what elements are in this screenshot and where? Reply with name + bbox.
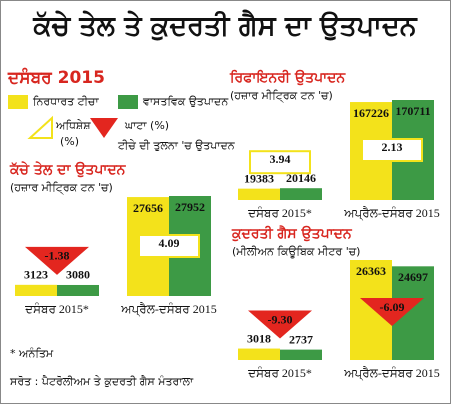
change-marker — [138, 234, 200, 258]
footnote: * ਅਨੰਤਿਮ — [10, 347, 54, 360]
change-marker — [25, 246, 89, 275]
legend-swatch — [118, 95, 138, 109]
subtitle: ਦਸੰਬਰ 2015 — [7, 67, 105, 88]
change-marker — [360, 298, 424, 326]
value-label: 3080 — [66, 268, 90, 282]
change-label: -6.09 — [380, 300, 405, 314]
change-label: 2.13 — [382, 140, 403, 154]
change-label: -9.30 — [268, 312, 293, 326]
legend-label: ਵਾਸਤਵਿਕ ਉਤਪਾਦਨ — [142, 95, 229, 108]
x-tick-label: ਅਪ੍ਰੈਲ-ਦਸੰਬਰ 2015 — [343, 206, 439, 221]
legend-label: ਨਿਰਧਾਰਤ ਟੀਚਾ — [32, 95, 99, 108]
legend-label: ਟੀਚੇ ਦੀ ਤੁਲਨਾ 'ਚ ਉਤਪਾਦਨ — [117, 139, 236, 152]
chart-subtitle: (ਹਜ਼ਾਰ ਮੀਟ੍ਰਿਕ ਟਨ 'ਚ) — [230, 89, 333, 102]
legend-label: (%) — [60, 135, 79, 148]
change-label: 4.09 — [159, 236, 180, 250]
value-label: 167226 — [353, 106, 389, 120]
chart-subtitle: (ਮੀਲੀਅਨ ਕਿਊਬਿਕ ਮੀਟਰ 'ਚ) — [232, 245, 360, 258]
value-label: 3018 — [247, 331, 271, 345]
value-label: 2737 — [289, 332, 313, 346]
change-marker — [361, 138, 423, 162]
bar — [280, 349, 322, 360]
deficit-icon — [90, 118, 118, 138]
value-label: 170711 — [395, 104, 430, 118]
value-label: 27952 — [175, 200, 205, 214]
chart-title: ਰਿਫਾਇਨਰੀ ਉਤਪਾਦਨ — [229, 69, 346, 86]
change-marker — [249, 150, 311, 175]
bar — [238, 348, 280, 360]
source: ਸਰੋਤ : ਪੈਟਰੋਲੀਅਮ ਤੇ ਕੁਦਰਤੀ ਗੈਸ ਮੰਤਰਾਲਾ — [9, 375, 194, 388]
legend-label: ਅਧਿਸ਼ੇਸ਼ — [55, 119, 91, 132]
bar — [57, 284, 99, 296]
legend-label: ਘਾਟਾ (%) — [124, 119, 169, 132]
change-label: -1.38 — [45, 249, 70, 263]
bar — [280, 188, 322, 200]
bar — [238, 188, 280, 200]
value-label: 24697 — [398, 270, 428, 284]
chart-subtitle: (ਹਜ਼ਾਰ ਮੀਟ੍ਰਿਕ ਟਨ 'ਚ) — [10, 181, 113, 194]
value-label: 3123 — [24, 268, 48, 282]
x-tick-label: ਦਸੰਬਰ 2015* — [24, 302, 89, 316]
value-label: 20146 — [286, 171, 316, 185]
title: ਕੱਚੇ ਤੇਲ ਤੇ ਕੁਦਰਤੀ ਗੈਸ ਦਾ ਉਤਪਾਦਨ — [32, 10, 417, 42]
legend-swatch — [8, 95, 28, 109]
x-tick-label: ਦਸੰਬਰ 2015* — [247, 206, 312, 220]
chart-title: ਕੱਚੇ ਤੇਲ ਦਾ ਉਤਪਾਦਨ — [9, 161, 127, 178]
value-label: 27656 — [133, 201, 163, 215]
change-marker — [248, 310, 312, 339]
surplus-icon — [27, 115, 53, 139]
value-label: 26363 — [356, 264, 386, 278]
x-tick-label: ਅਪ੍ਰੈਲ-ਦਸੰਬਰ 2015 — [120, 302, 216, 317]
x-tick-label: ਅਪ੍ਰੈਲ-ਦਸੰਬਰ 2015 — [343, 366, 439, 381]
value-label: 19383 — [244, 171, 274, 185]
x-tick-label: ਦਸੰਬਰ 2015* — [247, 366, 312, 380]
bar — [15, 284, 57, 296]
change-label: 3.94 — [270, 152, 291, 166]
chart-title: ਕੁਦਰਤੀ ਗੈਸ ਉਤਪਾਦਨ — [231, 224, 353, 242]
